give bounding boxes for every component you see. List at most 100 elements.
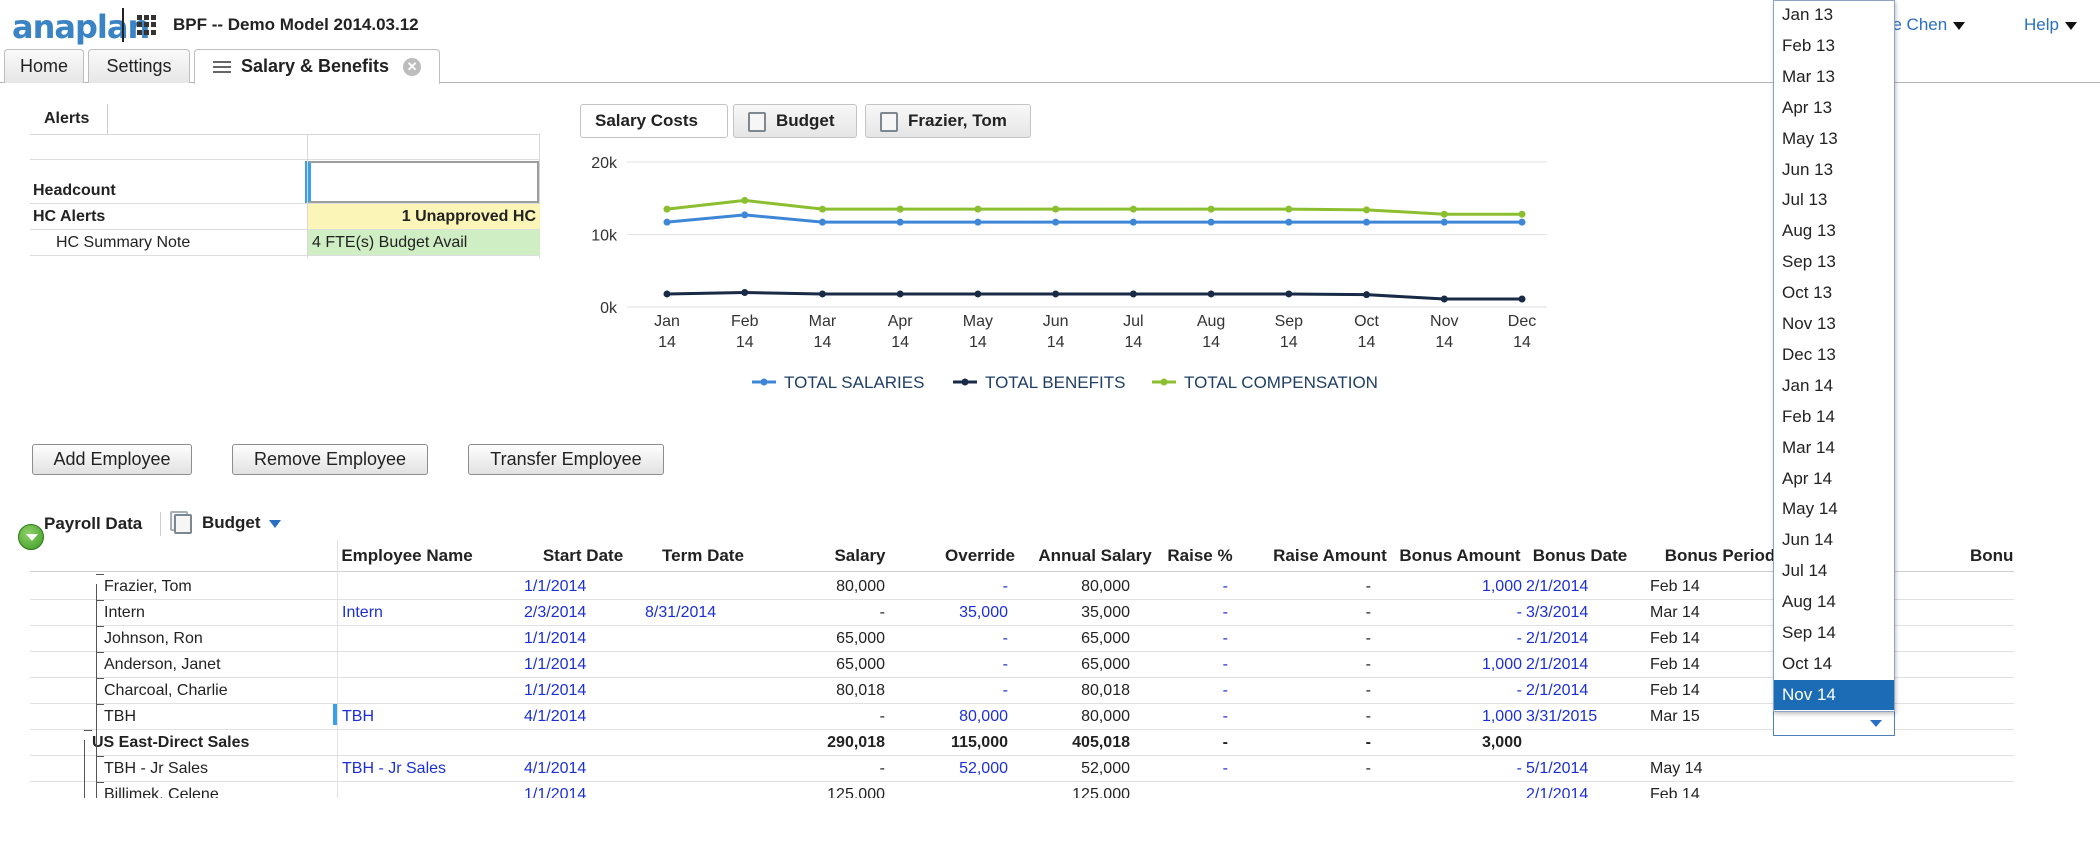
table-row[interactable]: Johnson, Ron 1/1/2014 65,000-65,000- - -2/1/… <box>30 626 2014 652</box>
column-header[interactable]: Raise Amount <box>1273 546 1387 565</box>
table-row[interactable]: Charcoal, Charlie 1/1/2014 80,018 - 80,018 - -… <box>30 678 2014 704</box>
cell-raise-pct[interactable]: - <box>1222 656 1228 673</box>
cell-bonus-amt[interactable]: - <box>1516 630 1522 647</box>
cell-bonus-amt[interactable]: - <box>1516 604 1522 621</box>
table-row[interactable]: Anderson, Janet 1/1/2014 65,000 - 65,000 - - 1,… <box>30 652 2014 678</box>
apps-grid-icon[interactable] <box>137 15 157 35</box>
cell-bonus-date[interactable]: 2/1/2014 <box>1526 630 1589 647</box>
month-option[interactable]: Feb 14 <box>1782 406 1835 426</box>
month-option[interactable]: Oct 13 <box>1782 283 1833 303</box>
cell-term[interactable]: 8/31/2014 <box>645 604 717 621</box>
cell-start[interactable]: 1/1/2014 <box>524 630 587 647</box>
cell-bonus-amt[interactable]: - <box>1516 760 1522 777</box>
column-header[interactable]: Bonu <box>1970 546 2014 565</box>
cell-employee-name[interactable]: Intern <box>342 604 383 621</box>
month-option[interactable]: Nov 14 <box>1774 679 1894 710</box>
cell-override[interactable]: - <box>1002 630 1008 647</box>
month-option[interactable]: Dec 13 <box>1782 344 1836 364</box>
month-option[interactable]: Apr 13 <box>1782 97 1833 117</box>
cell-raise-pct[interactable]: - <box>1222 578 1228 595</box>
expand-collapse-icon[interactable] <box>18 524 44 550</box>
month-option[interactable]: Sep 14 <box>1782 623 1836 642</box>
tab-salary-benefits[interactable]: Salary & Benefits ✕ <box>194 49 440 84</box>
anaplan-logo[interactable]: anaplan <box>12 8 150 46</box>
month-option[interactable]: Oct 14 <box>1782 653 1833 673</box>
cell-bonus-date[interactable]: 3/31/2015 <box>1526 708 1598 725</box>
table-row[interactable]: TBH - Jr Sales TBH - Jr Sales 4/1/2014 - 52,… <box>30 756 2014 782</box>
hamburger-menu-icon[interactable] <box>213 58 231 76</box>
cell-bonus-date[interactable]: 2/1/2014 <box>1526 656 1589 673</box>
cell-start[interactable]: 4/1/2014 <box>524 760 587 777</box>
tab-settings[interactable]: Settings <box>88 49 190 83</box>
month-option[interactable]: Feb 13 <box>1782 35 1835 55</box>
cell-employee-name[interactable]: TBH <box>342 708 374 725</box>
column-header[interactable]: Annual Salary <box>1038 546 1152 565</box>
employee-selector[interactable]: Frazier, Tom <box>865 104 1031 138</box>
column-header[interactable]: Bonus Amount <box>1399 546 1521 565</box>
column-header[interactable]: Bonus Period <box>1664 546 1776 565</box>
column-header[interactable]: Term Date <box>662 546 744 565</box>
legend-label[interactable]: TOTAL SALARIES <box>784 373 924 392</box>
cell-bonus-date[interactable]: 2/1/2014 <box>1526 682 1589 699</box>
bonus-period-select[interactable] <box>1773 711 1895 736</box>
cell-raise-pct[interactable]: - <box>1222 630 1228 647</box>
cell-raise-pct[interactable]: - <box>1222 604 1228 621</box>
tab-home[interactable]: Home <box>4 49 84 83</box>
month-option[interactable]: Sep 13 <box>1782 252 1836 272</box>
column-header[interactable]: Start Date <box>542 546 624 565</box>
cell-bonus-date[interactable]: 2/1/2014 <box>1526 786 1589 798</box>
cell-employee-name[interactable]: TBH - Jr Sales <box>342 760 447 777</box>
help-menu[interactable]: Help <box>2024 15 2077 35</box>
month-option[interactable]: Jun 14 <box>1782 530 1834 550</box>
table-row[interactable]: TBH TBH 4/1/2014 - 80,000 80,000 - - 1,000 3/31/2… <box>30 704 2014 730</box>
budget-version-selector[interactable]: Budget <box>733 104 857 138</box>
cell-bonus-amt[interactable]: 1,000 <box>1481 578 1522 595</box>
cell-bonus-amt[interactable]: 1,000 <box>1481 656 1522 673</box>
table-row[interactable]: Billimek, Celene 1/1/2014 125,000 125,000 2/… <box>30 782 2014 798</box>
cell-raise-pct[interactable]: - <box>1222 760 1228 777</box>
month-option[interactable]: Jul 13 <box>1782 190 1828 210</box>
cell-override[interactable]: - <box>1002 656 1008 673</box>
transfer-employee-button[interactable]: Transfer Employee <box>468 444 664 475</box>
cell-bonus-amt[interactable]: 1,000 <box>1481 708 1522 725</box>
cell-raise-pct[interactable]: - <box>1222 734 1228 751</box>
cell-override[interactable]: - <box>1002 578 1008 595</box>
cell-raise-pct[interactable]: - <box>1222 708 1228 725</box>
cell-start[interactable]: 4/1/2014 <box>524 708 587 725</box>
month-option[interactable]: Jun 13 <box>1782 159 1834 179</box>
table-row[interactable]: US East-Direct Sales 290,018 115,000 405,01… <box>30 730 2014 756</box>
add-employee-button[interactable]: Add Employee <box>32 444 192 475</box>
cell-bonus-date[interactable]: 3/3/2014 <box>1526 604 1589 621</box>
cell-start[interactable]: 1/1/2014 <box>524 578 587 595</box>
table-row[interactable]: Frazier, Tom 1/1/2014 80,000 - 80,000 - - 1,000… <box>30 574 2014 600</box>
month-option[interactable]: May 13 <box>1782 128 1838 148</box>
column-header[interactable]: Salary <box>834 546 886 565</box>
cell-bonus-date[interactable]: 2/1/2014 <box>1526 578 1589 595</box>
headcount-input[interactable] <box>305 161 539 203</box>
cell-bonus-amt[interactable]: 3,000 <box>1481 734 1522 751</box>
column-header[interactable]: Bonus Date <box>1532 546 1628 565</box>
table-row[interactable]: Intern Intern 2/3/2014 8/31/2014 - 35,000 35,0… <box>30 600 2014 626</box>
salary-costs-chart-selector[interactable]: Salary Costs <box>580 104 728 138</box>
cell-override[interactable]: 52,000 <box>959 760 1008 777</box>
month-option[interactable]: May 14 <box>1782 499 1838 519</box>
legend-label[interactable]: TOTAL BENEFITS <box>985 373 1125 392</box>
month-option[interactable]: Mar 14 <box>1782 437 1835 457</box>
cell-start[interactable]: 2/3/2014 <box>524 604 587 621</box>
month-option[interactable]: Apr 14 <box>1782 468 1833 488</box>
month-option[interactable]: Nov 13 <box>1782 314 1836 333</box>
cell-override[interactable]: 80,000 <box>959 708 1008 725</box>
month-option[interactable]: Jul 14 <box>1782 561 1828 581</box>
cell-raise-pct[interactable]: - <box>1222 682 1228 699</box>
cell-bonus-amt[interactable]: - <box>1516 682 1522 699</box>
month-option[interactable]: Aug 14 <box>1782 592 1836 612</box>
cell-override[interactable]: 35,000 <box>959 604 1008 621</box>
column-header[interactable]: Raise % <box>1167 546 1233 565</box>
cell-start[interactable]: 1/1/2014 <box>524 656 587 673</box>
cell-override[interactable]: - <box>1002 682 1008 699</box>
month-option[interactable]: Mar 13 <box>1782 66 1835 86</box>
cell-start[interactable]: 1/1/2014 <box>524 682 587 699</box>
month-dropdown-list[interactable]: Jan 13 Feb 13 Mar 13 Apr 13 May 13 Jun 13 Jul … <box>1773 0 1895 712</box>
legend-label[interactable]: TOTAL COMPENSATION <box>1184 373 1378 392</box>
payroll-version-dropdown[interactable]: Budget <box>170 510 281 534</box>
